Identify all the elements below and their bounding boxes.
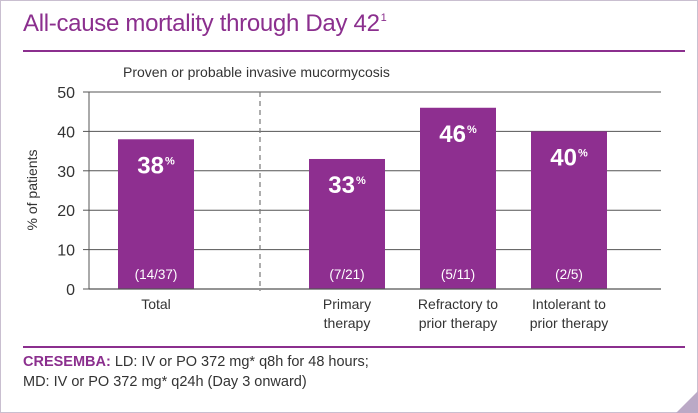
y-tick-label-30: 30 [57, 164, 75, 181]
x-category-label-line: Intolerant to [532, 296, 606, 312]
page-corner-decoration [676, 391, 698, 413]
bar-count-label-2: (7/21) [329, 267, 364, 282]
bar-3 [420, 107, 496, 289]
y-axis-label: % of patients [24, 150, 40, 231]
x-category-label-line: Total [141, 296, 171, 312]
bar-chart: Proven or probable invasive mucormycosis… [24, 64, 661, 331]
chart-subtitle: Proven or probable invasive mucormycosis [123, 64, 390, 80]
x-category-label-1: Total [141, 296, 171, 312]
dosing-line-2: MD: IV or PO 372 mg* q24h (Day 3 onward) [23, 374, 307, 390]
y-tick-label-10: 10 [57, 243, 75, 260]
y-tick-label-40: 40 [57, 124, 75, 141]
y-tick-label-0: 0 [66, 282, 75, 299]
y-tick-label-50: 50 [57, 85, 75, 102]
x-category-label-line: prior therapy [530, 315, 609, 331]
y-tick-label-20: 20 [57, 203, 75, 220]
dosing-footnote: CRESEMBA: LD: IV or PO 372 mg* q8h for 4… [23, 352, 369, 392]
x-category-label-line: therapy [324, 315, 371, 331]
bar-count-label-1: (14/37) [135, 267, 178, 282]
bar-value-unit-4: % [578, 147, 588, 159]
title-divider [23, 50, 685, 52]
x-category-label-2: Primary therapy [323, 296, 371, 331]
chart-title: All-cause mortality through Day 421 [23, 10, 387, 37]
x-category-label-4: Intolerant to prior therapy [530, 296, 609, 331]
x-category-label-3: Refractory to prior therapy [418, 296, 498, 331]
title-footnote-marker: 1 [380, 12, 387, 24]
x-category-label-line: prior therapy [419, 315, 498, 331]
bar-value-unit-3: % [467, 124, 477, 136]
bar-value-label-1: 38% [137, 152, 175, 179]
bar-value-unit-1: % [165, 155, 175, 167]
dosing-line-1: LD: IV or PO 372 mg* q8h for 48 hours; [110, 354, 369, 370]
bar-count-label-4: (2/5) [555, 267, 583, 282]
x-category-label-line: Primary [323, 296, 371, 312]
x-category-label-line: Refractory to [418, 296, 498, 312]
bar-2 [309, 158, 385, 289]
brand-name: CRESEMBA: [23, 354, 111, 370]
bar-value-unit-2: % [356, 175, 366, 187]
bar-count-label-3: (5/11) [441, 267, 475, 282]
bar-4 [531, 131, 607, 289]
footer-divider [23, 346, 685, 348]
bar-1 [118, 139, 194, 289]
